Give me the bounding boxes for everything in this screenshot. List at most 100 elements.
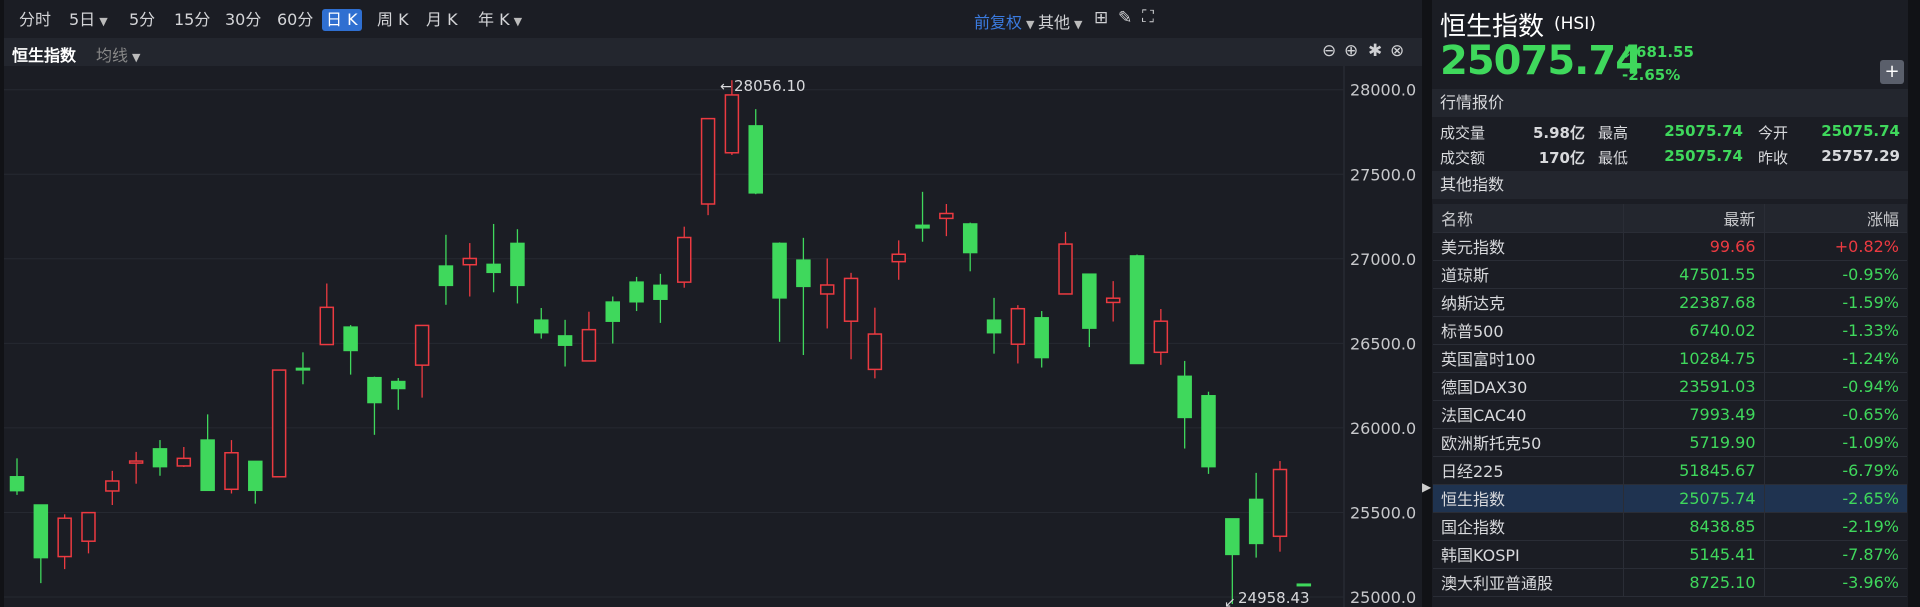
candle <box>128 451 144 484</box>
indicator-dropdown[interactable]: 均线 ▼ <box>96 42 140 66</box>
y-tick-label: 26500.0 <box>1350 334 1416 353</box>
candle-body <box>81 511 96 542</box>
change-cell: -0.95% <box>1764 260 1907 289</box>
y-tick-label: 26000.0 <box>1350 419 1416 438</box>
candle-body <box>867 333 883 371</box>
candle <box>748 109 763 195</box>
period-2[interactable]: 5分 <box>129 9 155 31</box>
period-7[interactable]: 周 K <box>377 9 409 31</box>
candle-body <box>1153 320 1169 354</box>
candle-body <box>57 517 72 558</box>
candle <box>486 223 501 293</box>
candle-body <box>200 439 215 492</box>
layout-grid-icon[interactable]: ⊞ <box>1094 8 1109 28</box>
candle-body <box>1201 395 1216 468</box>
period-1[interactable]: 5日 ▼ <box>69 9 108 31</box>
candle-body <box>700 117 716 205</box>
table-row[interactable]: 英国富时100 10284.75 -1.24% <box>1433 344 1907 373</box>
candle-body <box>891 253 906 263</box>
min-price-label: 24958.43 <box>1238 589 1310 607</box>
candle-body <box>962 223 978 254</box>
index-name-cell: 德国DAX30 <box>1433 372 1624 401</box>
col-change: 涨幅 <box>1764 204 1907 233</box>
candle-body <box>391 380 406 390</box>
candle-body <box>414 324 430 366</box>
period-label: 5日 <box>69 10 96 29</box>
adjust-dropdown[interactable]: 前复权 ▼ <box>974 9 1034 33</box>
table-row[interactable]: 纳斯达克 22387.68 -1.59% <box>1433 288 1907 317</box>
settings-icon[interactable]: ✱ <box>1368 41 1383 61</box>
table-row[interactable]: 澳大利亚普通股 8725.10 -3.96% <box>1433 568 1907 597</box>
candle-body <box>653 284 668 300</box>
change-cell: -1.24% <box>1764 344 1907 373</box>
period-label: 30分 <box>225 10 262 29</box>
period-4[interactable]: 30分 <box>225 9 261 31</box>
candle <box>915 191 930 242</box>
period-0[interactable]: 分时 <box>19 9 51 31</box>
candle-body <box>462 257 478 266</box>
collapse-arrow-icon[interactable]: ▶ <box>1422 480 1432 494</box>
table-row[interactable]: 国企指数 8438.85 -2.19% <box>1433 512 1907 541</box>
chevron-down-icon: ▼ <box>1026 18 1035 31</box>
candle-body <box>629 281 644 303</box>
pen-icon[interactable]: ✎ <box>1118 8 1133 28</box>
arrow-left-icon: ← <box>720 79 732 95</box>
latest-cell: 47501.55 <box>1623 260 1765 289</box>
candle <box>248 460 263 504</box>
market-section-header: 行情报价 <box>1432 89 1908 117</box>
change-cell: -0.94% <box>1764 372 1907 401</box>
y-tick-label: 25500.0 <box>1350 503 1416 522</box>
candle <box>724 80 740 155</box>
max-price-label: 28056.10 <box>734 77 806 95</box>
change-cell: +0.82% <box>1764 232 1907 261</box>
candle <box>510 229 525 304</box>
table-row[interactable]: 日经225 51845.67 -6.79% <box>1433 456 1907 485</box>
candle <box>700 117 716 216</box>
period-5[interactable]: 60分 <box>277 9 313 31</box>
table-row[interactable]: 韩国KOSPI 5145.41 -7.87% <box>1433 540 1907 569</box>
candle <box>1129 254 1145 365</box>
candlestick-chart[interactable]: 28000.0 27500.0 27000.0 26500.0 26000.0 25500… <box>4 66 1422 607</box>
close-icon[interactable]: ⊗ <box>1390 41 1405 61</box>
period-3[interactable]: 15分 <box>174 9 210 31</box>
candle-body <box>676 236 692 283</box>
table-row[interactable]: 欧洲斯托克50 5719.90 -1.09% <box>1433 428 1907 457</box>
table-row[interactable]: 法国CAC40 7993.49 -0.65% <box>1433 400 1907 429</box>
table-row[interactable]: 美元指数 99.66 +0.82% <box>1433 232 1907 261</box>
index-name-cell: 欧洲斯托克50 <box>1433 428 1624 457</box>
candle-body <box>319 306 335 346</box>
index-name-cell: 日经225 <box>1433 456 1624 485</box>
period-label: 年 K <box>478 10 510 29</box>
table-row[interactable]: 道琼斯 47501.55 -0.95% <box>1433 260 1907 289</box>
period-6[interactable]: 日 K <box>322 9 362 31</box>
table-row[interactable]: 标普500 6740.02 -1.33% <box>1433 316 1907 345</box>
candle-body <box>1034 317 1049 359</box>
candle-body <box>915 224 930 229</box>
candle-body <box>557 335 573 346</box>
candle <box>629 276 644 312</box>
change-cell: -3.96% <box>1764 568 1907 597</box>
period-9[interactable]: 年 K ▼ <box>478 9 522 31</box>
table-row[interactable]: 恒生指数 25075.74 -2.65% <box>1433 484 1907 513</box>
index-name-cell: 标普500 <box>1433 316 1624 345</box>
candle <box>1248 472 1264 558</box>
period-8[interactable]: 月 K <box>426 9 458 31</box>
y-tick-label: 27000.0 <box>1350 250 1416 269</box>
candle-body <box>1225 518 1240 556</box>
candle <box>200 414 215 492</box>
add-watchlist-button[interactable]: + <box>1880 60 1904 84</box>
candle-body <box>843 277 859 322</box>
candle <box>343 325 358 375</box>
change-value: -681.55 <box>1629 43 1694 61</box>
table-row[interactable]: 德国DAX30 23591.03 -0.94% <box>1433 372 1907 401</box>
other-indices-table: 名称 最新 涨幅 美元指数 99.66 +0.82% 道琼斯 47501.55 -0.95… <box>1433 204 1907 597</box>
zoom-out-icon[interactable]: ⊖ <box>1322 41 1337 61</box>
candle-body <box>581 328 597 362</box>
fullscreen-icon[interactable]: ⛶ <box>1142 7 1154 27</box>
latest-cell: 8438.85 <box>1623 512 1765 541</box>
candle <box>57 514 72 570</box>
candle <box>271 369 287 478</box>
other-indices-header: 其他指数 <box>1432 171 1908 199</box>
other-dropdown[interactable]: 其他 ▼ <box>1038 9 1082 33</box>
zoom-in-icon[interactable]: ⊕ <box>1344 41 1359 61</box>
